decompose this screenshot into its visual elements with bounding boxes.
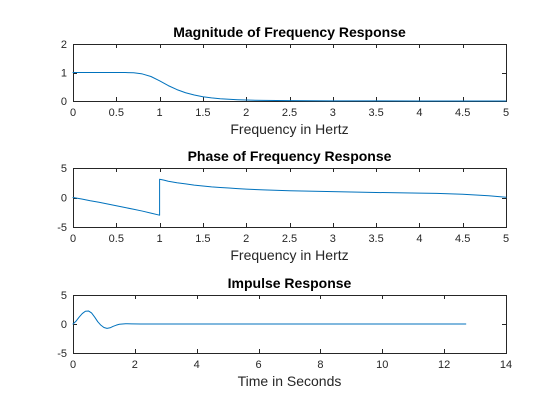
y-tick-label: -5 xyxy=(57,348,67,360)
series-line-1 xyxy=(72,310,467,329)
x-axis-label: Time in Seconds xyxy=(238,373,342,389)
x-tick-label: 3 xyxy=(330,107,336,119)
x-tick-label: 0 xyxy=(70,107,76,119)
x-tick-label: 8 xyxy=(317,359,323,371)
y-tick-label: -5 xyxy=(57,222,67,234)
x-tick-label: 2 xyxy=(243,107,249,119)
x-tick-label: 14 xyxy=(500,359,512,371)
x-tick-label: 5 xyxy=(503,107,509,119)
subplot-1: 0 0.5 1 1.5 2 2.5 3 3.5 4 4.5 5 0 1 2 Magnitude of Fre… xyxy=(61,24,509,137)
x-tick-label: 0 xyxy=(70,359,76,371)
x-tick-label: 1 xyxy=(157,233,163,245)
y-tick-label: 0 xyxy=(61,96,67,108)
x-tick-label: 2.5 xyxy=(282,107,297,119)
x-tick-label: 3.5 xyxy=(368,107,383,119)
x-tick-label: 0.5 xyxy=(109,233,124,245)
x-tick-label: 5 xyxy=(503,233,509,245)
y-tick-label: 0 xyxy=(61,193,67,205)
y-tick-label: 5 xyxy=(61,163,67,175)
series-line-1 xyxy=(72,178,507,216)
x-tick-label: 12 xyxy=(438,359,450,371)
x-axis-label: Frequency in Hertz xyxy=(230,247,348,263)
y-tick-label: 1 xyxy=(61,68,67,80)
x-tick-label: 4 xyxy=(416,233,422,245)
plot-title: Phase of Frequency Response xyxy=(188,148,392,164)
y-tick-label: 2 xyxy=(61,39,67,51)
plot-title: Impulse Response xyxy=(228,275,352,291)
x-tick-label: 0.5 xyxy=(109,107,124,119)
x-tick-label: 1.5 xyxy=(195,233,210,245)
y-tick-label: 0 xyxy=(61,319,67,331)
x-tick-label: 4.5 xyxy=(455,107,470,119)
x-axis-label: Frequency in Hertz xyxy=(230,121,348,137)
x-tick-label: 4 xyxy=(194,359,200,371)
x-tick-label: 1.5 xyxy=(195,107,210,119)
x-tick-label: 10 xyxy=(376,359,388,371)
x-tick-label: 3 xyxy=(330,233,336,245)
x-tick-label: 2 xyxy=(132,359,138,371)
x-tick-label: 1 xyxy=(157,107,163,119)
x-tick-label: 2.5 xyxy=(282,233,297,245)
plot-title: Magnitude of Frequency Response xyxy=(173,24,406,40)
y-tick-label: 5 xyxy=(61,290,67,302)
x-tick-label: 0 xyxy=(70,233,76,245)
x-tick-label: 6 xyxy=(256,359,262,371)
x-tick-label: 4.5 xyxy=(455,233,470,245)
x-tick-label: 3.5 xyxy=(368,233,383,245)
x-tick-label: 2 xyxy=(243,233,249,245)
axes-box-2 xyxy=(73,168,507,228)
series-line-1 xyxy=(72,72,507,102)
x-tick-label: 4 xyxy=(416,107,422,119)
